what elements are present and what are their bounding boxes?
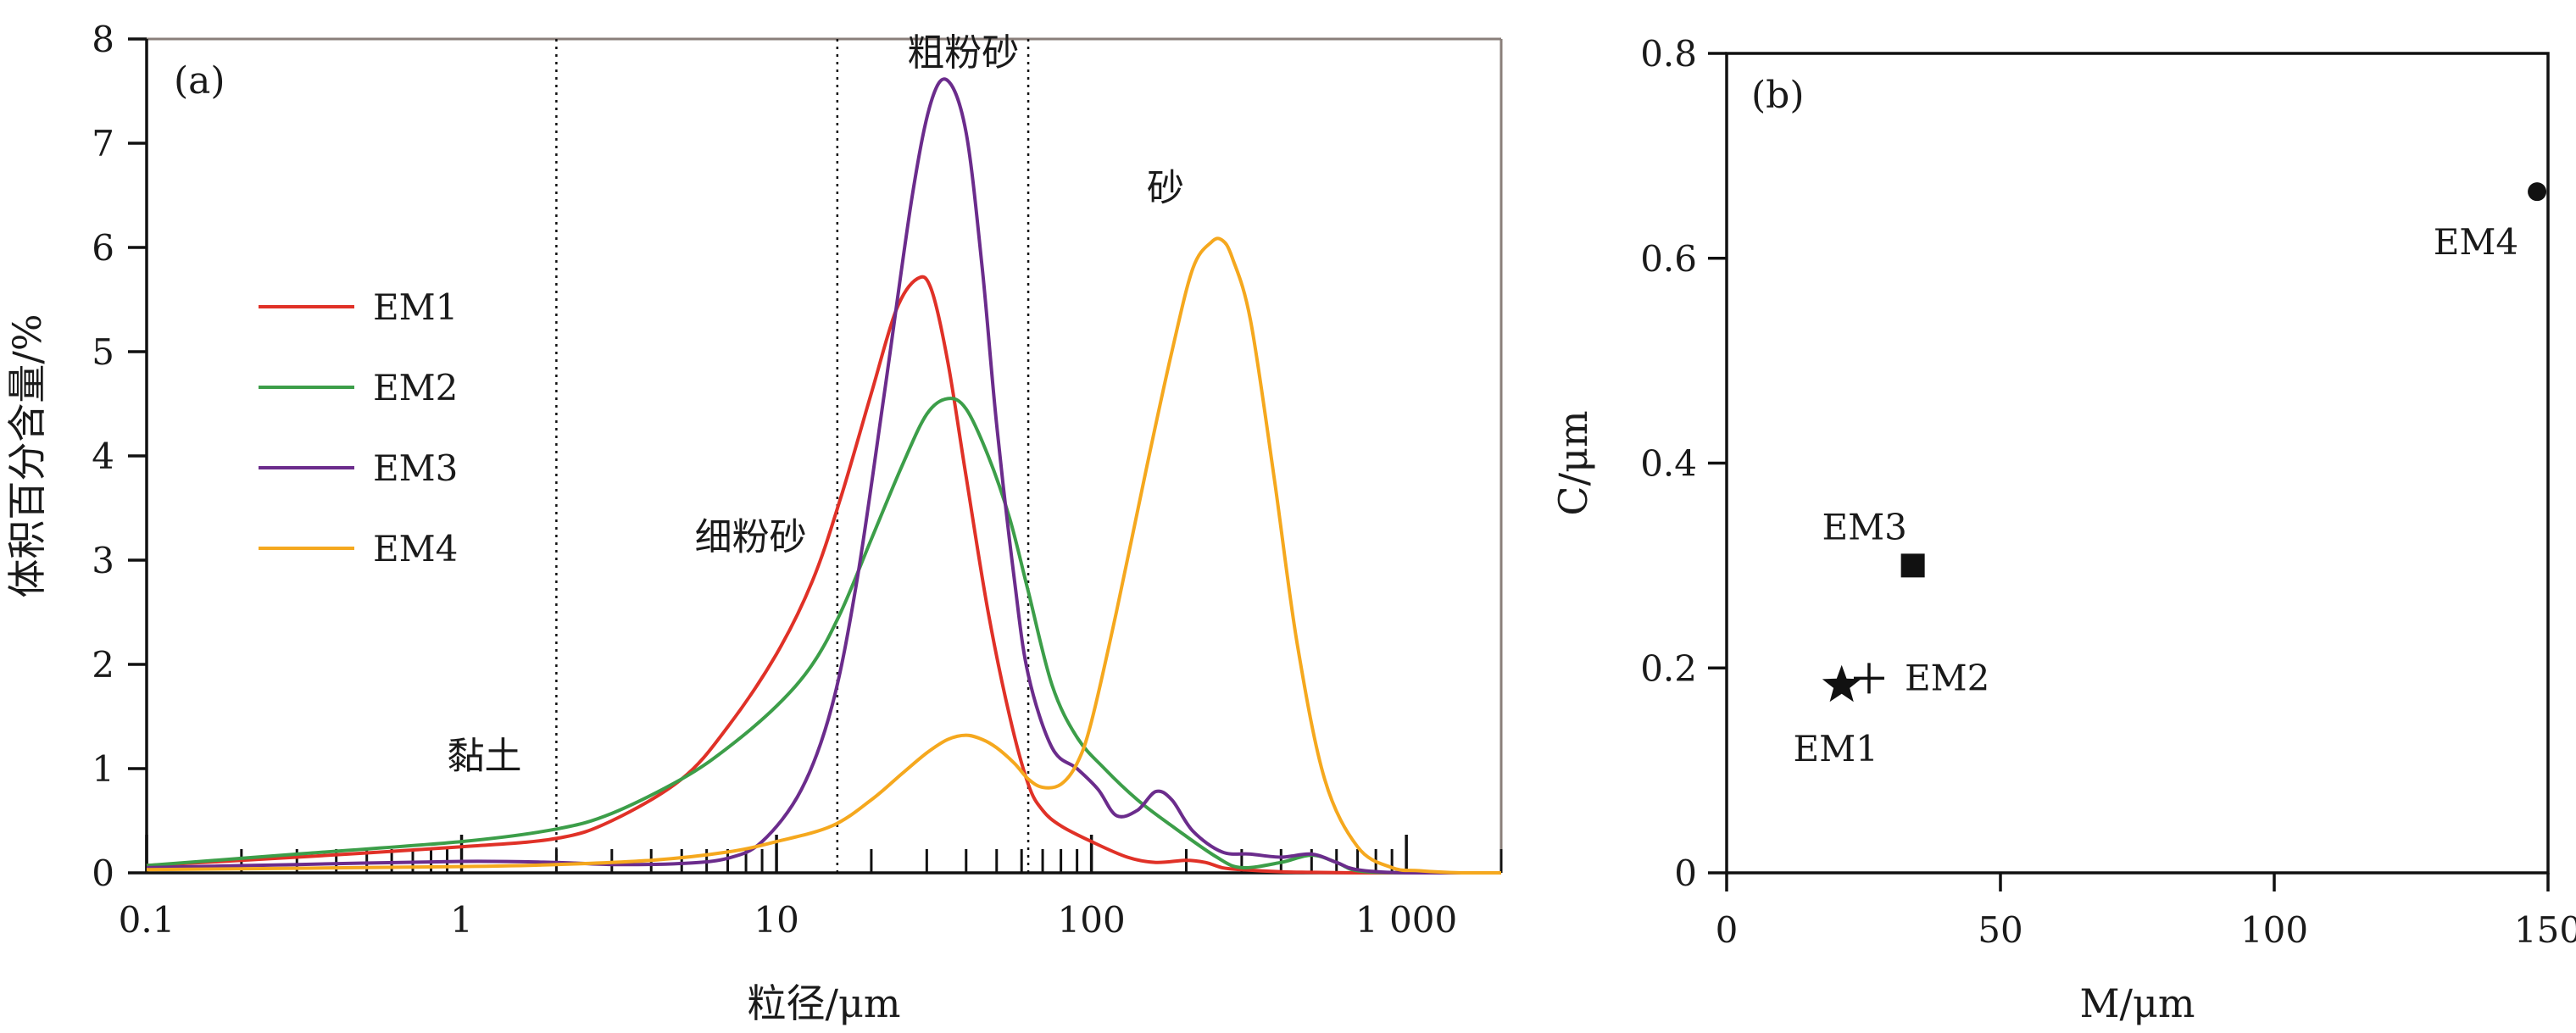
y-tick-label: 4 [92, 436, 114, 477]
y-tick-label: 0 [1674, 853, 1697, 894]
region-label: 黏土 [448, 735, 522, 778]
y-tick-label: 6 [92, 227, 114, 269]
series-line-em4 [146, 236, 1501, 875]
y-tick-label: 5 [92, 331, 114, 373]
point-label-em1: EM1 [1793, 728, 1878, 769]
y-tick-label: 0.4 [1640, 443, 1697, 485]
y-tick-label: 7 [92, 123, 114, 164]
y-tick-label: 0 [92, 853, 114, 894]
y-tick-label: 0.8 [1640, 33, 1697, 75]
panel-b-chart: 0 0.2 0.4 0.6 0.8 0 50 100 150 (b) EM1 EM2 EM3 EM4 M/μ… [1550, 33, 2576, 1026]
x-tick-label: 150 [2514, 909, 2576, 951]
y-axis-title: 体积百分含量/% [4, 314, 50, 597]
x-tick-label: 100 [1058, 899, 1126, 941]
x-tick-label: 0.1 [119, 899, 175, 941]
y-axis-title: C/μm [1550, 410, 1596, 515]
x-tick-label: 1 000 [1355, 899, 1457, 941]
legend-label-em3: EM3 [373, 447, 458, 489]
legend-label-em2: EM2 [373, 367, 458, 408]
y-tick-label: 0.2 [1640, 647, 1697, 689]
panel-label: (a) [174, 59, 225, 103]
x-tick-label: 50 [1978, 909, 2022, 951]
marker-em1 [1822, 664, 1861, 703]
x-tick-label: 0 [1716, 909, 1739, 951]
panel-label: (b) [1751, 74, 1805, 117]
panel-a-chart: 0 1 2 3 4 5 6 7 8 0.1 1 10 100 1 000 EM1 EM2 EM3 EM4 (a) 黏土… [4, 19, 1503, 1026]
x-axis-title: M/μm [2079, 980, 2195, 1026]
y-tick-label: 8 [92, 19, 114, 60]
legend-label-em4: EM4 [373, 528, 458, 569]
series-line-em2 [146, 397, 1501, 875]
x-tick-label: 1 [450, 899, 473, 941]
x-axis-title: 粒径/μm [747, 980, 900, 1026]
y-tick-label: 2 [92, 644, 114, 686]
legend-label-em1: EM1 [373, 286, 458, 328]
point-label-em2: EM2 [1905, 657, 1989, 698]
y-tick-label: 1 [92, 748, 114, 790]
y-tick-label: 3 [92, 540, 114, 581]
region-label: 粗粉砂 [907, 31, 1019, 75]
point-label-em4: EM4 [2434, 221, 2518, 263]
series-line-em3 [146, 77, 1501, 875]
marker-em4 [2528, 182, 2547, 202]
region-label: 砂 [1147, 167, 1184, 210]
point-label-em3: EM3 [1822, 506, 1906, 547]
marker-em2 [1853, 663, 1884, 694]
marker-em3 [1900, 553, 1925, 578]
x-tick-label: 100 [2240, 909, 2308, 951]
region-label: 细粉砂 [695, 516, 807, 559]
y-tick-label: 0.6 [1640, 238, 1697, 280]
x-tick-label: 10 [754, 899, 798, 941]
series-line-em1 [146, 275, 1501, 875]
